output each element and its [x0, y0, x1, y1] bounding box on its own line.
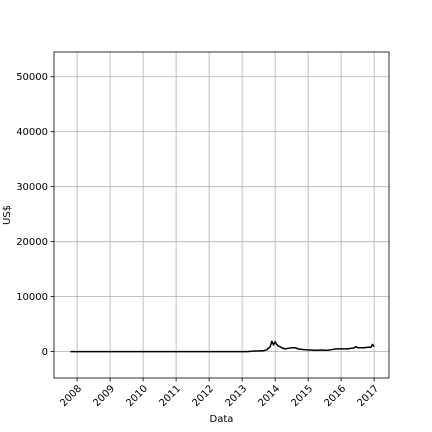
- x-axis-label: Data: [210, 414, 234, 425]
- y-axis-ticks: 0 10000 20000 30000 40000 50000: [16, 72, 54, 358]
- y-tick-label: 50000: [16, 72, 48, 83]
- y-tick-label: 30000: [16, 182, 48, 193]
- y-axis-label: US$: [2, 205, 13, 225]
- y-tick-label: 10000: [16, 292, 48, 303]
- plot-frame: [53, 51, 390, 379]
- y-tick-label: 0: [42, 347, 48, 358]
- y-tick-label: 40000: [16, 127, 48, 138]
- y-tick-label: 20000: [16, 237, 48, 248]
- series-layer: [70, 340, 375, 353]
- series-line-0: [70, 340, 375, 353]
